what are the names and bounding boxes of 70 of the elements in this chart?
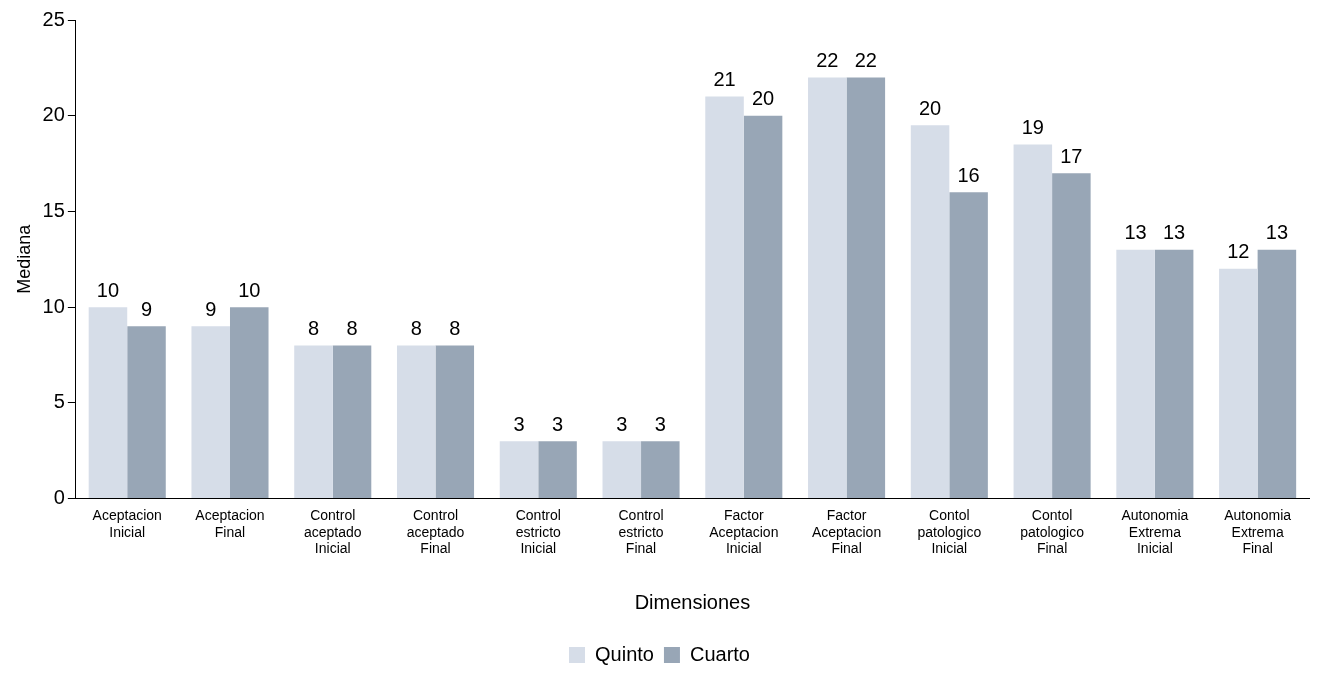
data-label: 8 [346, 316, 358, 339]
data-label: 10 [238, 278, 261, 301]
data-label: 17 [1060, 144, 1083, 167]
data-label: 3 [616, 412, 628, 435]
y-tick-label: 25 [42, 7, 65, 30]
y-axis-title: Mediana [13, 223, 34, 294]
bar [294, 345, 333, 499]
data-label: 22 [854, 48, 877, 71]
data-label: 12 [1227, 240, 1250, 263]
x-tick-label: Autonomia Extrema Inicial [1121, 506, 1189, 557]
data-label: 3 [654, 412, 666, 435]
x-tick-label: Contol patologico Final [1020, 506, 1085, 557]
data-label: 10 [96, 278, 120, 301]
bar [808, 77, 847, 499]
y-tick-label: 0 [53, 486, 65, 509]
x-tick-label: Control estricto Final [618, 506, 664, 557]
x-tick-label: Factor Aceptacion Inicial [709, 506, 779, 557]
bar [332, 345, 372, 499]
bar [435, 345, 475, 499]
data-label: 9 [140, 297, 153, 320]
data-label: 20 [918, 96, 942, 119]
bar [229, 307, 269, 499]
bar [396, 345, 436, 499]
data-label: 13 [1124, 221, 1147, 244]
bar [641, 441, 680, 499]
data-label: 13 [1265, 221, 1289, 244]
x-tick-label: Aceptacion Inicial [92, 506, 162, 540]
bar [1013, 144, 1053, 499]
x-tick-label: Control aceptado Inicial [303, 506, 362, 557]
bar [1052, 173, 1091, 499]
data-label: 8 [410, 316, 422, 339]
data-label: 19 [1021, 115, 1044, 138]
x-tick-label: Factor Aceptacion Final [811, 506, 882, 557]
bar [1257, 249, 1297, 499]
bar [538, 441, 577, 499]
data-label: 8 [307, 316, 320, 339]
data-label: 3 [551, 412, 564, 435]
data-label: 22 [816, 48, 839, 71]
bar [705, 96, 744, 499]
bar [1116, 249, 1155, 499]
bar [1154, 249, 1194, 499]
data-label: 21 [713, 68, 736, 91]
bar [743, 115, 783, 499]
bar [910, 125, 950, 499]
bar [949, 192, 988, 499]
data-label: 3 [513, 412, 525, 435]
y-tick-label: 15 [42, 198, 65, 221]
bar [88, 307, 128, 499]
y-tick-label: 20 [42, 103, 65, 126]
y-tick-label: 10 [42, 294, 65, 317]
data-label: 8 [449, 316, 461, 339]
data-label: 13 [1163, 221, 1186, 244]
x-axis-title: Dimensiones [634, 590, 751, 613]
x-tick-label: Contol patologico Inicial [917, 506, 982, 557]
bar [602, 441, 642, 499]
x-tick-label: Control estricto Inicial [515, 506, 562, 557]
bar [127, 326, 166, 499]
x-tick-label: Control aceptado Final [406, 506, 465, 557]
legend-label: Cuarto [689, 642, 750, 665]
y-tick-label: 5 [53, 390, 65, 413]
data-label: 9 [205, 297, 217, 320]
data-label: 16 [957, 163, 980, 186]
data-label: 20 [751, 87, 775, 110]
legend-label: Quinto [595, 642, 654, 665]
bar [1219, 268, 1258, 499]
bar [191, 326, 230, 499]
x-tick-label: Aceptacion Final [195, 506, 265, 540]
bar [499, 441, 539, 499]
bar [846, 77, 886, 499]
x-tick-label: Autonomia Extrema Final [1224, 506, 1292, 557]
